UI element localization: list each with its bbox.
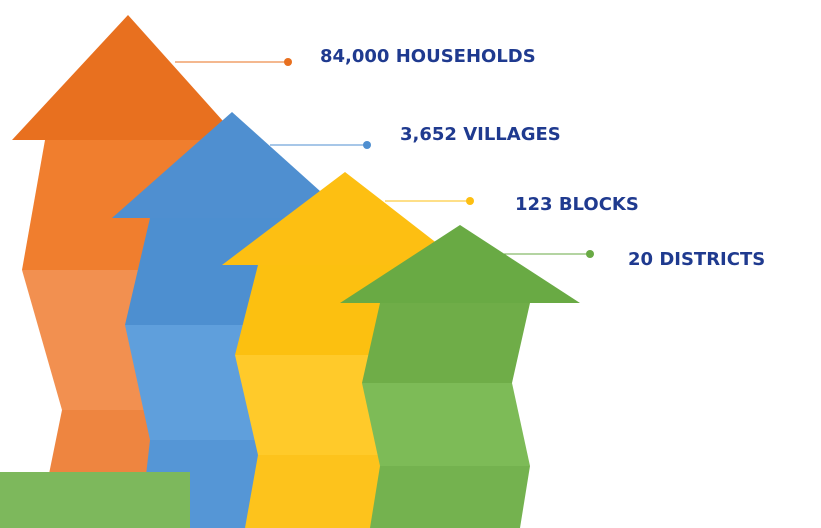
leader-dot: [363, 141, 371, 149]
arrow-segment: [370, 466, 530, 528]
leader-dot: [284, 58, 292, 66]
infographic: 84,000 HOUSEHOLDS 3,652 VILLAGES 123 BLOCK…: [0, 0, 821, 528]
arrow-segment: [362, 303, 530, 383]
callout-label: 3,652 VILLAGES: [400, 124, 561, 145]
footer-block: [0, 472, 190, 528]
leader-dot: [466, 197, 474, 205]
callout-label: 123 BLOCKS: [515, 194, 639, 215]
arrows: [12, 15, 580, 528]
arrow-segment: [362, 383, 530, 466]
callout-label: 20 DISTRICTS: [628, 249, 765, 270]
leader-dot: [586, 250, 594, 258]
callout-label: 84,000 HOUSEHOLDS: [320, 46, 536, 67]
page: {"callouts": [ {"label": "84,000 HOUSEHO…: [0, 0, 821, 528]
arrow-head: [12, 15, 240, 140]
